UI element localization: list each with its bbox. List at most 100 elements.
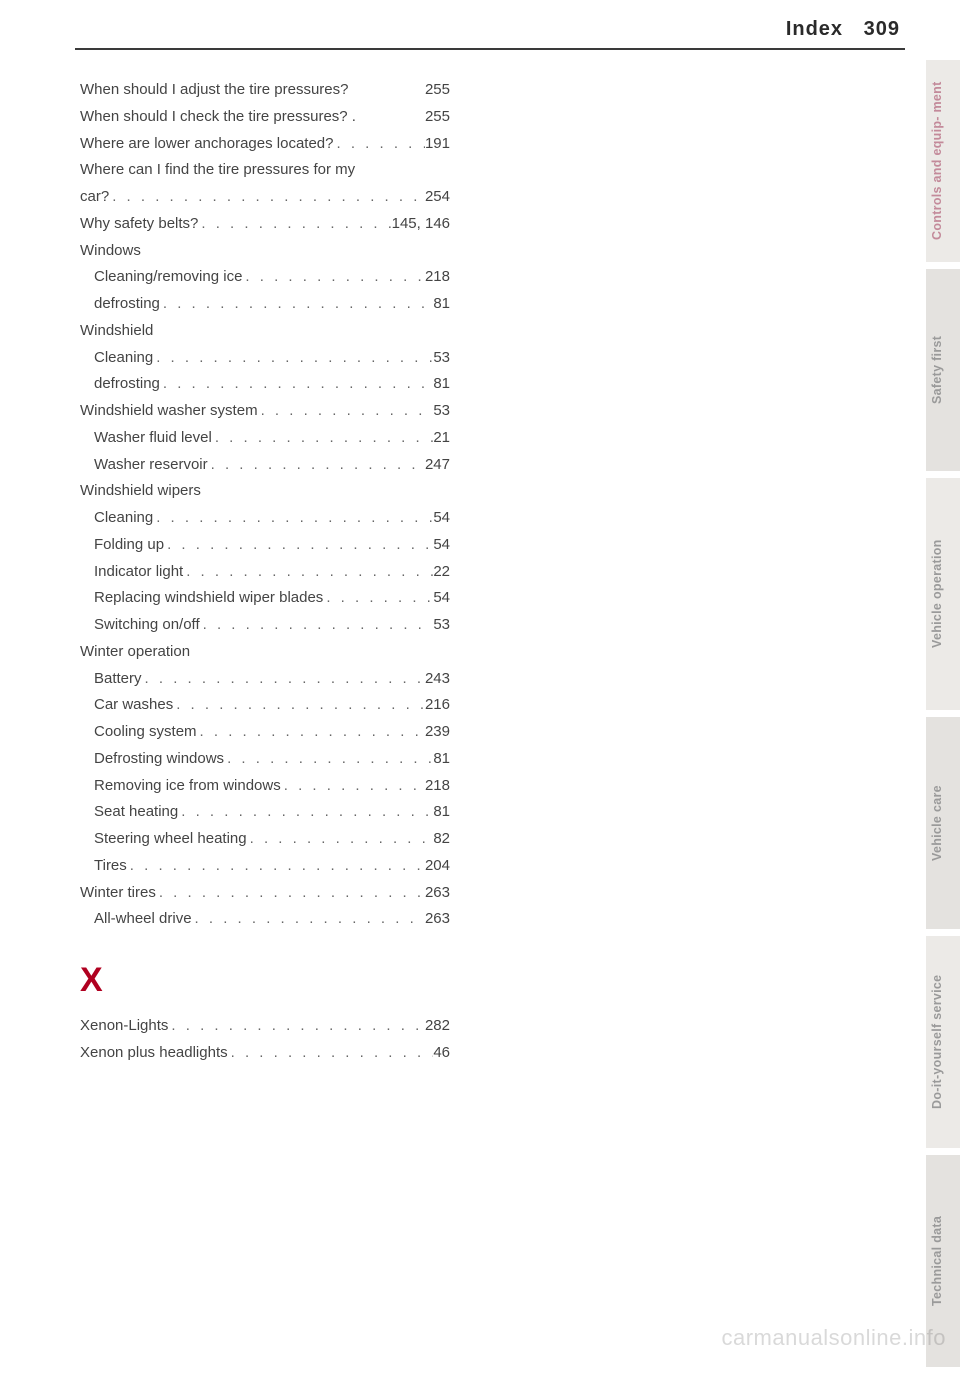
- index-entry-label: When should I adjust the tire pressures?: [80, 78, 348, 103]
- index-entry-page: 282: [425, 1014, 450, 1039]
- header-rule: [75, 48, 905, 50]
- index-entry-label: Xenon plus headlights: [80, 1041, 228, 1066]
- leader-dots: . . . . . . . . . . . . . . . . . . . . …: [178, 800, 433, 825]
- index-entry: Folding up. . . . . . . . . . . . . . . …: [80, 533, 450, 558]
- index-group-heading: Windows: [80, 239, 450, 264]
- index-entry: Cleaning. . . . . . . . . . . . . . . . …: [80, 506, 450, 531]
- leader-dots: . . . . . . . . . . . . . . . . . . . . …: [281, 774, 425, 799]
- index-entry-label: Tires: [94, 854, 127, 879]
- leader-dots: . . . . . . . . . . . . . . . . . . . . …: [153, 506, 433, 531]
- index-entry-page: 81: [433, 372, 450, 397]
- index-entry-page: 54: [433, 586, 450, 611]
- side-tab[interactable]: Vehicle operation: [926, 478, 960, 710]
- side-tab[interactable]: Do-it-yourself service: [926, 936, 960, 1148]
- index-entry-page: 263: [425, 907, 450, 932]
- index-entry-page: 22: [433, 560, 450, 585]
- index-entry: When should I check the tire pressures? …: [80, 105, 450, 130]
- index-entry: defrosting. . . . . . . . . . . . . . . …: [80, 292, 450, 317]
- leader-dots: . . . . . . . . . . . . . . . . . . . . …: [164, 533, 433, 558]
- index-entry-page: 255: [425, 78, 450, 103]
- index-entry-line1: Where can I find the tire pressures for …: [80, 158, 450, 183]
- index-entry-label: Car washes: [94, 693, 173, 718]
- leader-dots: . . . . . . . . . . . . . . . . . . . . …: [183, 560, 433, 585]
- index-entry-page: 254: [425, 185, 450, 210]
- index-entry-label: Folding up: [94, 533, 164, 558]
- index-entry: All-wheel drive. . . . . . . . . . . . .…: [80, 907, 450, 932]
- index-entry-page: 145, 146: [392, 212, 450, 237]
- index-entry-page: 243: [425, 667, 450, 692]
- index-entry: Defrosting windows. . . . . . . . . . . …: [80, 747, 450, 772]
- index-entry-page: 21: [433, 426, 450, 451]
- index-entry: defrosting. . . . . . . . . . . . . . . …: [80, 372, 450, 397]
- index-entry-page: 204: [425, 854, 450, 879]
- index-entry: Switching on/off. . . . . . . . . . . . …: [80, 613, 450, 638]
- side-tab[interactable]: Safety first: [926, 269, 960, 471]
- index-entry-page: 81: [433, 292, 450, 317]
- index-entry: Where are lower anchorages located?. . .…: [80, 132, 450, 157]
- index-entry: Cleaning/removing ice. . . . . . . . . .…: [80, 265, 450, 290]
- leader-dots: . . . . . . . . . . . . . . . . . . . . …: [208, 453, 425, 478]
- index-group-heading: Windshield wipers: [80, 479, 450, 504]
- leader-dots: . . . . . . . . . . . . . . . . . . . . …: [200, 613, 434, 638]
- section-letter: X: [80, 952, 450, 1008]
- index-entry-label: defrosting: [94, 372, 160, 397]
- index-entry-label: Cleaning: [94, 346, 153, 371]
- index-entry-page: 82: [433, 827, 450, 852]
- leader-dots: . . . . . . . . . . . . . . . . . . . . …: [192, 907, 425, 932]
- index-entry-label: Cleaning/removing ice: [94, 265, 242, 290]
- leader-dots: . . . . . . . . . . . . . . . . . . . . …: [242, 265, 425, 290]
- leader-dots: . . . . . . . . . . . . . . . . . . . . …: [109, 185, 425, 210]
- index-entry: Xenon-Lights. . . . . . . . . . . . . . …: [80, 1014, 450, 1039]
- leader-dots: . . . . . . . . . . . . . . . . . . . . …: [247, 827, 434, 852]
- index-group-heading: Winter operation: [80, 640, 450, 665]
- index-entry: Cooling system. . . . . . . . . . . . . …: [80, 720, 450, 745]
- index-entry: When should I adjust the tire pressures?…: [80, 78, 450, 103]
- leader-dots: . . . . . . . . . . . . . . . . . . . . …: [142, 667, 425, 692]
- index-entry-page: 218: [425, 265, 450, 290]
- index-entry-label: Cleaning: [94, 506, 153, 531]
- index-entry-page: 53: [433, 346, 450, 371]
- index-entry-label: Battery: [94, 667, 142, 692]
- leader-dots: . . . . . . . . . . . . . . . . . . . . …: [156, 881, 425, 906]
- index-entry: Windshield washer system. . . . . . . . …: [80, 399, 450, 424]
- index-entry-label: Washer fluid level: [94, 426, 212, 451]
- index-entry: Seat heating. . . . . . . . . . . . . . …: [80, 800, 450, 825]
- index-entry-label: Washer reservoir: [94, 453, 208, 478]
- leader-dots: . . . . . . . . . . . . . . . . . . . . …: [127, 854, 425, 879]
- side-tabs: Controls and equip- ment Safety first Vehi…: [926, 60, 960, 1374]
- leader-dots: . . . . . . . . . . . . . . . . . . . . …: [198, 212, 391, 237]
- leader-dots: . . . . . . . . . . . . . . . . . . . . …: [258, 399, 434, 424]
- index-entry: Washer reservoir. . . . . . . . . . . . …: [80, 453, 450, 478]
- leader-dots: . . . . . . . . . . . . . . . . . . . . …: [224, 747, 433, 772]
- index-entry-page: 216: [425, 693, 450, 718]
- index-entry: Removing ice from windows. . . . . . . .…: [80, 774, 450, 799]
- leader-dots: . . . . . . . . . . . . . . . . . . . . …: [197, 720, 425, 745]
- leader-dots: . . . . . . . . . . . . . . . . . . . . …: [228, 1041, 434, 1066]
- side-tab[interactable]: Controls and equip- ment: [926, 60, 960, 262]
- index-entry-label: Xenon-Lights: [80, 1014, 168, 1039]
- index-entry: car?. . . . . . . . . . . . . . . . . . …: [80, 185, 450, 210]
- index-entry: Tires. . . . . . . . . . . . . . . . . .…: [80, 854, 450, 879]
- leader-dots: . . . . . . . . . . . . . . . . . . . . …: [173, 693, 425, 718]
- leader-dots: . . . . . . . . . . . . . . . . . . . . …: [168, 1014, 425, 1039]
- index-entry-label: All-wheel drive: [94, 907, 192, 932]
- index-entry-page: 54: [433, 533, 450, 558]
- index-entry-page: 81: [433, 800, 450, 825]
- index-entry: Why safety belts?. . . . . . . . . . . .…: [80, 212, 450, 237]
- index-entry-label: Removing ice from windows: [94, 774, 281, 799]
- leader-dots: . . . . . . . . . . . . . . . . . . . . …: [160, 372, 433, 397]
- side-tab[interactable]: Vehicle care: [926, 717, 960, 929]
- index-entry-label: Why safety belts?: [80, 212, 198, 237]
- index-entry-label: Seat heating: [94, 800, 178, 825]
- index-entry: Battery. . . . . . . . . . . . . . . . .…: [80, 667, 450, 692]
- index-entry-page: 53: [433, 613, 450, 638]
- leader-dots: . . . . . . . . . . . . . . . . . . . . …: [153, 346, 433, 371]
- leader-dots: . . . . . . . . . . . . . . . . . . . . …: [212, 426, 433, 451]
- index-entry-label: Where are lower anchorages located?: [80, 132, 333, 157]
- index-entry-page: 81: [433, 747, 450, 772]
- index-entry-page: 54: [433, 506, 450, 531]
- index-entry: Xenon plus headlights. . . . . . . . . .…: [80, 1041, 450, 1066]
- index-entry: Car washes. . . . . . . . . . . . . . . …: [80, 693, 450, 718]
- index-entry-page: 191: [425, 132, 450, 157]
- index-entry: Replacing windshield wiper blades. . . .…: [80, 586, 450, 611]
